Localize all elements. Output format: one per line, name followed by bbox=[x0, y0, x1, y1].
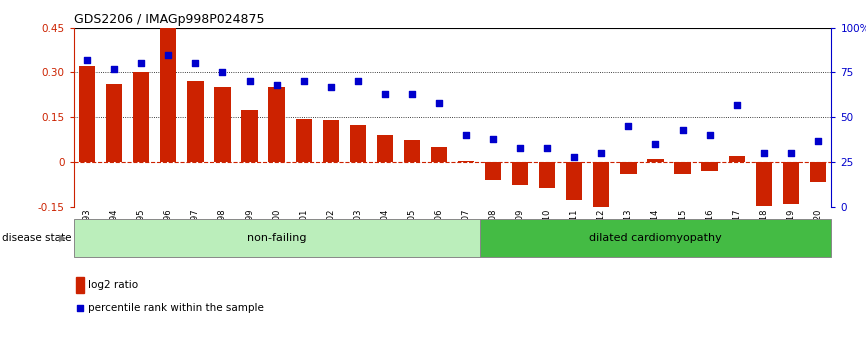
Point bbox=[73, 305, 87, 310]
Bar bbox=[215, 87, 230, 162]
Text: disease state: disease state bbox=[2, 233, 71, 243]
Bar bbox=[539, 162, 555, 188]
Bar bbox=[593, 162, 610, 215]
Point bbox=[757, 150, 771, 156]
Bar bbox=[675, 162, 691, 174]
Point bbox=[432, 100, 446, 106]
Point bbox=[242, 79, 256, 84]
Point bbox=[811, 138, 824, 144]
Text: percentile rank within the sample: percentile rank within the sample bbox=[88, 303, 264, 313]
Point bbox=[107, 66, 121, 72]
Text: dilated cardiomyopathy: dilated cardiomyopathy bbox=[589, 233, 722, 243]
Bar bbox=[485, 162, 501, 180]
Point bbox=[594, 150, 608, 156]
Point bbox=[622, 124, 636, 129]
Bar bbox=[648, 159, 663, 162]
Bar bbox=[701, 162, 718, 171]
Point bbox=[324, 84, 338, 90]
Text: non-failing: non-failing bbox=[247, 233, 307, 243]
Point bbox=[540, 145, 554, 150]
Bar bbox=[810, 162, 826, 181]
Bar bbox=[295, 119, 312, 162]
Text: log2 ratio: log2 ratio bbox=[88, 280, 139, 290]
Point bbox=[459, 132, 473, 138]
Point bbox=[134, 61, 148, 66]
Bar bbox=[187, 81, 204, 162]
Bar bbox=[268, 87, 285, 162]
Point bbox=[567, 154, 581, 159]
Text: GDS2206 / IMAGp998P024875: GDS2206 / IMAGp998P024875 bbox=[74, 13, 264, 27]
Bar bbox=[566, 162, 582, 199]
Point bbox=[675, 127, 689, 132]
Point bbox=[161, 52, 175, 57]
Bar bbox=[377, 135, 393, 162]
Bar bbox=[106, 85, 122, 162]
Bar bbox=[242, 110, 258, 162]
Bar bbox=[74, 219, 480, 257]
Bar bbox=[430, 147, 447, 162]
Point bbox=[730, 102, 744, 108]
Bar bbox=[322, 120, 339, 162]
Bar bbox=[620, 162, 637, 174]
Point bbox=[514, 145, 527, 150]
Bar bbox=[783, 162, 799, 204]
Point bbox=[649, 141, 662, 147]
Point bbox=[297, 79, 311, 84]
Bar bbox=[458, 161, 475, 162]
Bar bbox=[404, 140, 420, 162]
Point bbox=[81, 57, 94, 63]
Point bbox=[784, 150, 798, 156]
Bar bbox=[755, 162, 772, 206]
Point bbox=[189, 61, 203, 66]
Bar bbox=[350, 125, 365, 162]
Point bbox=[405, 91, 419, 97]
Bar bbox=[728, 156, 745, 162]
Bar bbox=[512, 162, 528, 185]
Point bbox=[702, 132, 716, 138]
Bar bbox=[133, 72, 149, 162]
Bar bbox=[480, 219, 831, 257]
Bar bbox=[160, 24, 177, 162]
Point bbox=[216, 70, 229, 75]
Text: ▶: ▶ bbox=[59, 233, 67, 243]
Point bbox=[351, 79, 365, 84]
Point bbox=[486, 136, 500, 141]
Bar bbox=[75, 277, 84, 293]
Point bbox=[378, 91, 391, 97]
Bar bbox=[79, 67, 95, 162]
Point bbox=[269, 82, 283, 88]
